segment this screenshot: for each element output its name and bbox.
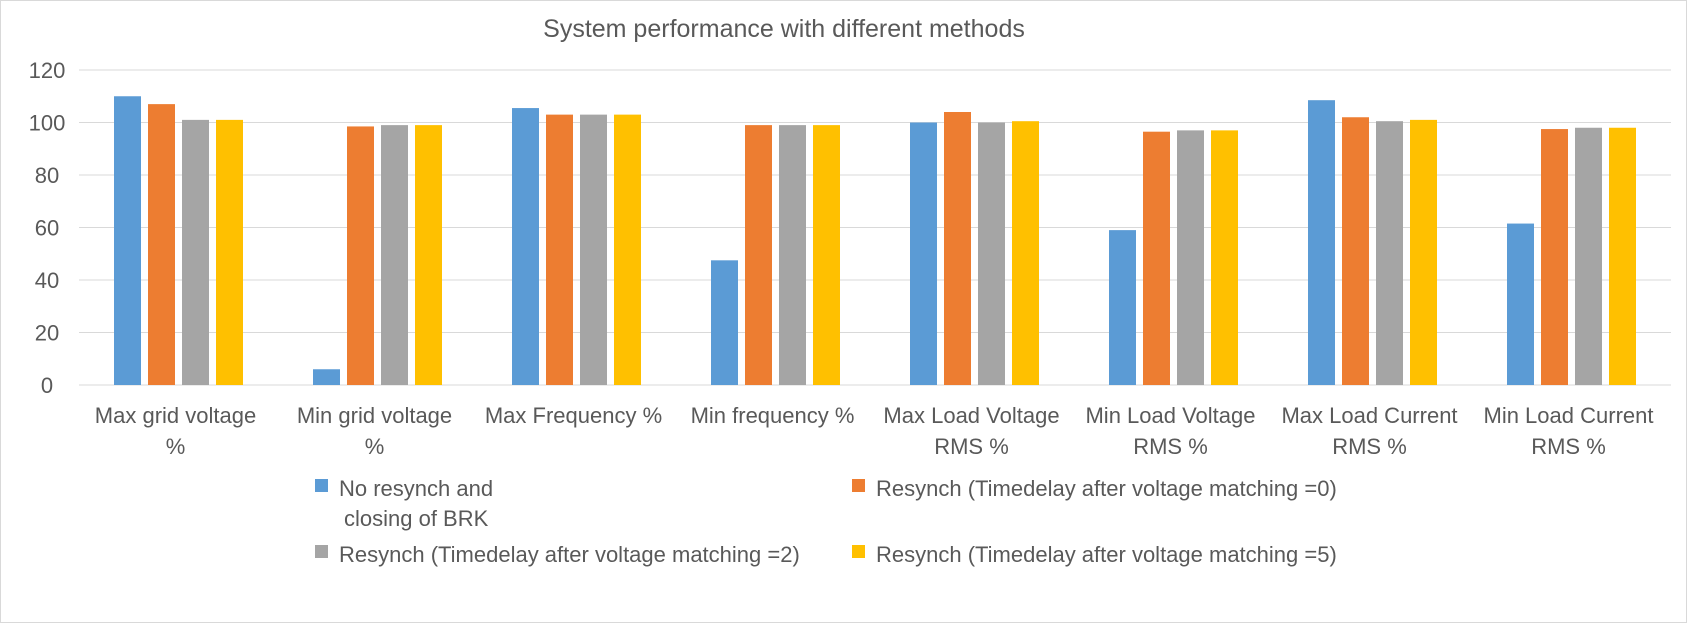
- bar-series-1-cat-4: [711, 260, 738, 385]
- bar-series-4-cat-2: [415, 125, 442, 385]
- y-tick-label: 0: [41, 373, 53, 398]
- bar-series-4-cat-4: [813, 125, 840, 385]
- bar-series-2-cat-5: [944, 112, 971, 385]
- y-tick-label: 120: [29, 58, 66, 83]
- y-tick-label: 100: [29, 111, 66, 136]
- bar-series-4-cat-7: [1410, 119, 1437, 385]
- bar-series-2-cat-1: [148, 104, 175, 385]
- bars: [114, 96, 1636, 385]
- category-label: RMS %: [934, 434, 1009, 459]
- legend-item-2: Resynch (Timedelay after voltage matchin…: [852, 476, 1337, 501]
- bar-series-3-cat-8: [1575, 127, 1602, 385]
- bar-series-4-cat-5: [1012, 121, 1039, 385]
- bar-series-3-cat-5: [978, 122, 1005, 385]
- legend-swatch: [315, 479, 328, 492]
- bar-series-3-cat-2: [381, 125, 408, 385]
- legend-swatch: [852, 545, 865, 558]
- legend-item-4: Resynch (Timedelay after voltage matchin…: [852, 542, 1337, 567]
- legend-label: No resynch and: [339, 476, 493, 501]
- bar-series-3-cat-1: [182, 119, 209, 385]
- category-label: RMS %: [1133, 434, 1208, 459]
- category-label: Min Load Voltage: [1085, 403, 1255, 428]
- legend-label: Resynch (Timedelay after voltage matchin…: [876, 476, 1337, 501]
- bar-series-4-cat-1: [216, 119, 243, 385]
- y-axis-ticks: 0 20 40 60 80 100 120: [29, 58, 66, 398]
- bar-series-1-cat-5: [910, 122, 937, 385]
- bar-series-2-cat-2: [347, 126, 374, 385]
- bar-series-4-cat-6: [1211, 130, 1238, 385]
- category-label: RMS %: [1332, 434, 1407, 459]
- legend-swatch: [315, 545, 328, 558]
- bar-series-4-cat-8: [1609, 127, 1636, 385]
- bar-series-1-cat-1: [114, 96, 141, 385]
- bar-series-2-cat-4: [745, 125, 772, 385]
- category-label: Max Load Voltage: [883, 403, 1059, 428]
- bar-series-2-cat-8: [1541, 129, 1568, 385]
- bar-series-4-cat-3: [614, 114, 641, 385]
- x-axis-categories: Max grid voltage% Min grid voltage% Max Fr…: [95, 403, 1654, 459]
- category-label: %: [365, 434, 385, 459]
- category-label: Max Load Current: [1281, 403, 1457, 428]
- bar-series-1-cat-2: [313, 369, 340, 385]
- y-tick-label: 80: [35, 163, 59, 188]
- bar-series-2-cat-3: [546, 114, 573, 385]
- bar-series-2-cat-6: [1143, 131, 1170, 385]
- gridlines: [79, 69, 1671, 386]
- legend-item-3: Resynch (Timedelay after voltage matchin…: [315, 542, 800, 567]
- chart-title: System performance with different method…: [543, 15, 1025, 43]
- bar-series-2-cat-7: [1342, 117, 1369, 385]
- legend-item-1: No resynch and closing of BRK: [315, 476, 493, 531]
- legend-label: Resynch (Timedelay after voltage matchin…: [339, 542, 800, 567]
- y-tick-label: 20: [35, 321, 59, 346]
- bar-series-3-cat-4: [779, 125, 806, 385]
- category-label: %: [166, 434, 186, 459]
- legend-swatch: [852, 479, 865, 492]
- category-label: Min grid voltage: [297, 403, 452, 428]
- category-label: Max Frequency %: [485, 403, 662, 428]
- category-label: Max grid voltage: [95, 403, 256, 428]
- legend-label: Resynch (Timedelay after voltage matchin…: [876, 542, 1337, 567]
- bar-series-1-cat-6: [1109, 230, 1136, 385]
- bar-series-1-cat-3: [512, 108, 539, 385]
- bar-series-3-cat-3: [580, 114, 607, 385]
- legend: No resynch and closing of BRK Resynch (Tim…: [315, 476, 1337, 567]
- category-label: Min frequency %: [691, 403, 855, 428]
- bar-series-1-cat-7: [1308, 100, 1335, 385]
- category-label: Min Load Current: [1484, 403, 1654, 428]
- bar-series-3-cat-7: [1376, 121, 1403, 385]
- bar-series-1-cat-8: [1507, 223, 1534, 385]
- category-label: RMS %: [1531, 434, 1606, 459]
- legend-label: closing of BRK: [344, 506, 489, 531]
- y-tick-label: 60: [35, 216, 59, 241]
- bar-series-3-cat-6: [1177, 130, 1204, 385]
- y-tick-label: 40: [35, 268, 59, 293]
